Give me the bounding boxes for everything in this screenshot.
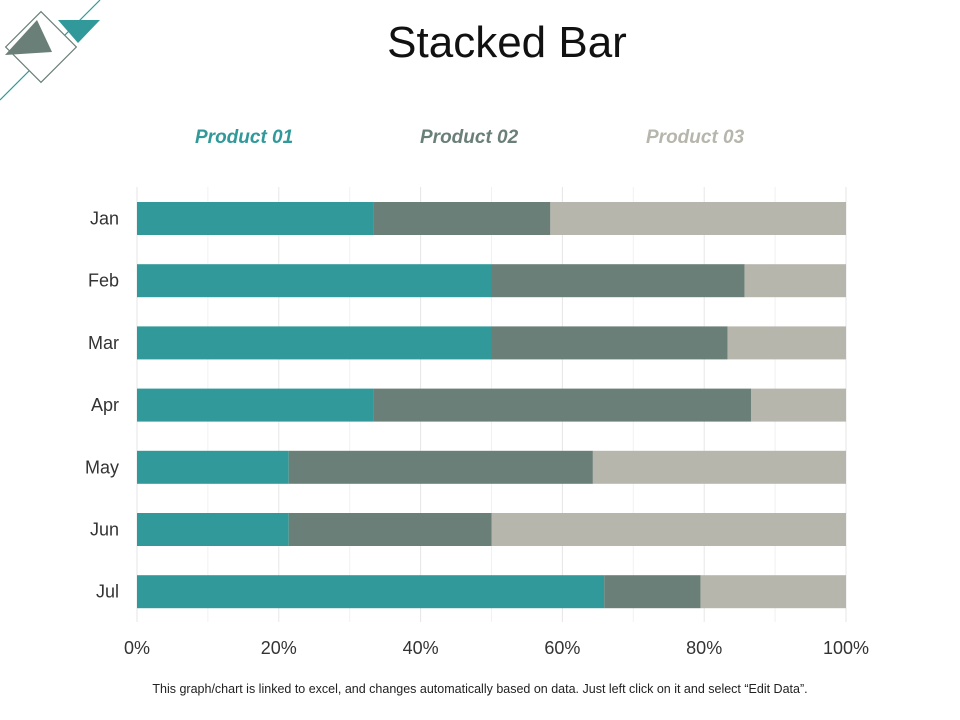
y-category-label: Jan [90, 209, 119, 229]
page-title: Stacked Bar [387, 18, 627, 67]
x-tick-label: 60% [544, 638, 580, 658]
bar-jun-product-01 [137, 513, 289, 546]
bar-jul-product-02 [604, 575, 701, 609]
legend-product-02: Product 02 [420, 127, 519, 148]
x-tick-label: 40% [403, 638, 439, 658]
bar-jul-product-03 [700, 575, 846, 609]
bar-jan-product-03 [550, 202, 846, 235]
bar-feb-product-02 [491, 264, 745, 298]
bar-feb-product-01 [137, 264, 492, 298]
bar-jan-product-02 [373, 202, 551, 235]
y-category-label: May [85, 457, 119, 477]
bar-may-product-02 [288, 450, 593, 484]
bar-mar-product-02 [491, 326, 728, 360]
bar-jun-product-03 [491, 513, 846, 546]
footer-note: This graph/chart is linked to excel, and… [152, 682, 808, 696]
bar-may-product-03 [592, 450, 846, 484]
x-tick-label: 0% [124, 638, 150, 658]
legend-product-03: Product 03 [646, 127, 745, 148]
bar-jan-product-01 [137, 202, 374, 235]
bar-jun-product-02 [288, 513, 492, 546]
bar-mar-product-03 [727, 326, 846, 360]
bar-may-product-01 [137, 450, 289, 484]
legend-product-01: Product 01 [195, 127, 294, 148]
y-category-label: Jun [90, 520, 119, 540]
bar-mar-product-01 [137, 326, 492, 360]
y-category-label: Apr [91, 395, 119, 415]
bar-apr-product-02 [373, 388, 751, 422]
corner-decoration [0, 0, 101, 101]
bar-jul-product-01 [137, 575, 605, 609]
bar-apr-product-03 [750, 388, 846, 422]
y-category-label: Jul [96, 582, 119, 602]
y-category-label: Mar [88, 333, 119, 353]
bar-feb-product-03 [744, 264, 846, 298]
y-category-label: Feb [88, 271, 119, 291]
x-tick-label: 100% [823, 638, 869, 658]
x-tick-label: 20% [261, 638, 297, 658]
x-tick-label: 80% [686, 638, 722, 658]
bar-apr-product-01 [137, 388, 374, 422]
